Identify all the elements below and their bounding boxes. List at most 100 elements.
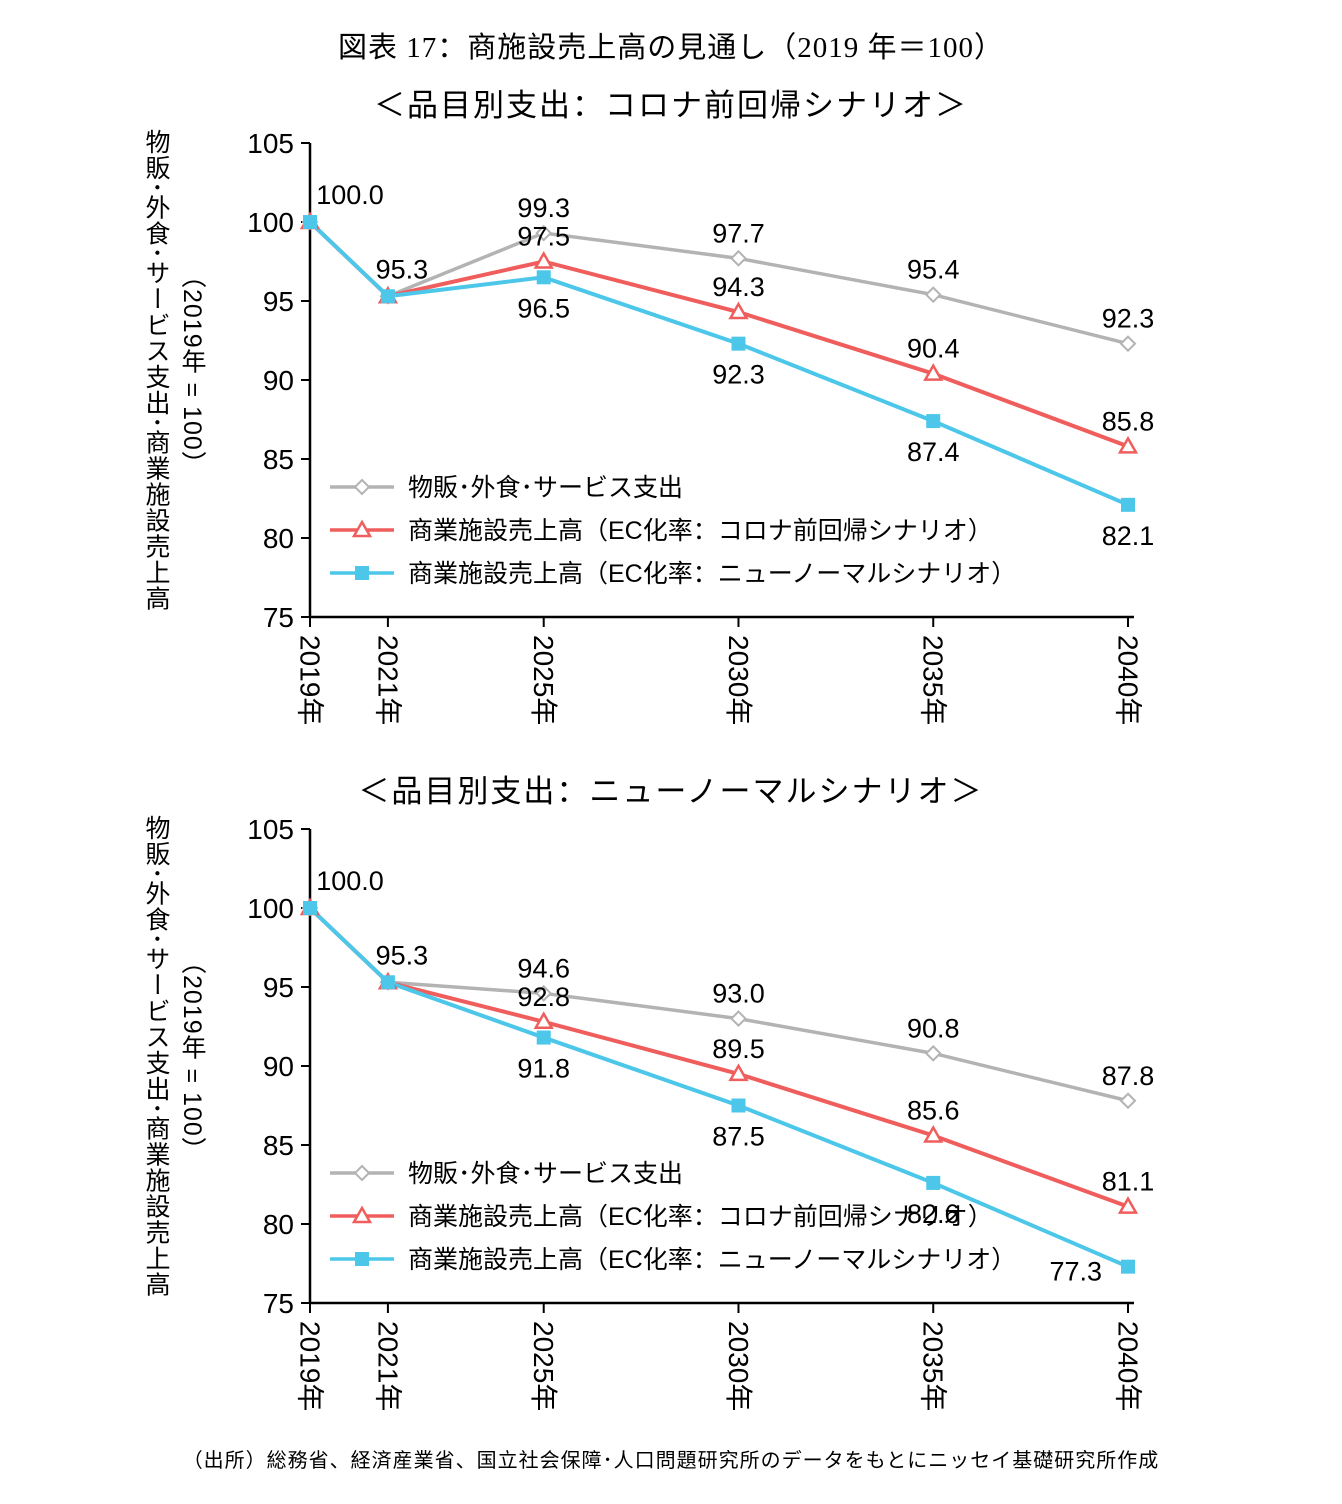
data-label: 94.6 (517, 953, 570, 983)
data-label: 82.1 (1102, 521, 1155, 551)
data-label: 92.3 (712, 360, 765, 390)
chart-2-canvas: 物販･外食･サービス支出･商業施設売上高 （2019年 = 100） 75 80 8… (0, 811, 1342, 1426)
y-tick-label: 105 (247, 128, 294, 159)
data-label: 96.5 (517, 293, 570, 323)
data-label: 82.6 (907, 1199, 960, 1229)
square-marker-icon (380, 975, 395, 990)
square-marker-icon (731, 336, 746, 351)
data-label: 89.5 (712, 1034, 765, 1064)
legend-label: 物販･外食･サービス支出 (408, 474, 683, 502)
triangle-marker-icon (1117, 435, 1139, 454)
diamond-marker-icon (1119, 335, 1137, 353)
data-label: 95.4 (907, 255, 960, 285)
chart-1-canvas: 物販･外食･サービス支出･商業施設売上高 （2019年 = 100） 75 80 8… (0, 125, 1342, 740)
data-label: 94.3 (712, 272, 765, 302)
diamond-marker-icon (924, 286, 942, 304)
data-label: 90.8 (907, 1013, 960, 1043)
figure-page: 図表 17：商施設売上高の見通し（2019 年＝100） ＜品目別支出：コロナ前… (0, 32, 1342, 1472)
source-note: （出所）総務省、経済産業省、国立社会保障･人口問題研究所のデータをもとにニッセイ… (182, 1450, 1160, 1472)
x-tick-label: 2035年 (918, 635, 949, 725)
data-label: 87.8 (1102, 1061, 1155, 1091)
chart-2-y-axis-title: 物販･外食･サービス支出･商業施設売上高 （2019年 = 100） (138, 813, 210, 1299)
diamond-marker-icon (535, 224, 553, 242)
data-label: 81.1 (1102, 1167, 1155, 1197)
square-marker-icon (380, 289, 395, 304)
y-tick-label: 85 (263, 1130, 294, 1161)
data-label: 87.4 (907, 437, 960, 467)
data-label: 100.0 (316, 866, 384, 896)
y-axis-title-main: 物販･外食･サービス支出･商業施設売上高 (142, 128, 170, 612)
diamond-marker-icon (353, 1164, 371, 1182)
figure-title: 図表 17：商施設売上高の見通し（2019 年＝100） (337, 32, 1004, 64)
y-tick-label: 75 (263, 602, 294, 633)
triangle-marker-icon (728, 1063, 749, 1082)
square-marker-icon (926, 1175, 941, 1190)
diamond-marker-icon (924, 1044, 942, 1062)
diamond-marker-icon (535, 984, 553, 1002)
square-marker-icon (536, 270, 551, 285)
data-label: 85.6 (907, 1096, 960, 1126)
y-tick-label: 95 (263, 286, 294, 317)
x-tick-label: 2025年 (528, 1321, 559, 1411)
chart-2-subtitle: ＜品目別支出：ニューノーマルシナリオ＞ (358, 774, 984, 809)
chart-newnormal-scenario: ＜品目別支出：ニューノーマルシナリオ＞ 物販･外食･サービス支出･商業施設売上高… (0, 766, 1342, 1426)
square-marker-icon (926, 414, 941, 429)
x-tick-label: 2021年 (372, 635, 403, 725)
y-axis-title-main: 物販･外食･サービス支出･商業施設売上高 (142, 814, 170, 1298)
square-marker-icon (355, 566, 369, 580)
y-tick-label: 100 (247, 207, 294, 238)
x-tick-label: 2021年 (372, 1321, 403, 1411)
triangle-marker-icon (923, 363, 944, 381)
legend-label: 商業施設売上高（EC化率：コロナ前回帰シナリオ） (408, 1203, 993, 1231)
square-marker-icon (1121, 497, 1135, 512)
chart-1-subtitle: ＜品目別支出：コロナ前回帰シナリオ＞ (374, 88, 968, 123)
data-label: 95.3 (376, 940, 429, 970)
y-tick-label: 75 (263, 1288, 294, 1319)
series-line-2 (308, 906, 1129, 1269)
data-label: 92.3 (1102, 304, 1155, 334)
series-line-2 (308, 220, 1129, 507)
x-tick-label: 2030年 (723, 1321, 754, 1411)
y-tick-label: 80 (263, 523, 294, 554)
data-label: 97.7 (712, 218, 765, 248)
chart-svg: 75 80 85 90 95 100 105 2019年 2021年 2025年 2030年 2035… (247, 814, 1155, 1411)
chart-svg: 75 80 85 90 95 100 105 2019年 2021年 2025年 2030年 2035… (247, 128, 1155, 725)
x-tick-label: 2019年 (295, 635, 326, 725)
data-label: 92.8 (517, 982, 570, 1012)
y-tick-label: 85 (263, 444, 294, 475)
chart-2-plot: 75 80 85 90 95 100 105 2019年 2021年 2025年 2030年 2035… (0, 811, 1342, 1431)
diamond-marker-icon (730, 1010, 747, 1028)
square-marker-icon (355, 1252, 369, 1266)
diamond-marker-icon (353, 478, 371, 496)
chart-1-plot: 75 80 85 90 95 100 105 2019年 2021年 2025年 2030年 2035… (0, 125, 1342, 745)
data-label: 100.0 (316, 180, 384, 210)
triangle-marker-icon (728, 301, 749, 320)
data-label: 93.0 (712, 979, 765, 1009)
triangle-marker-icon (1117, 1196, 1139, 1214)
y-tick-label: 95 (263, 972, 294, 1003)
y-tick-label: 90 (263, 365, 294, 396)
data-label: 87.5 (712, 1122, 765, 1152)
y-axis-title-sub: （2019年 = 100） (178, 263, 206, 477)
x-tick-label: 2040年 (1113, 635, 1144, 725)
legend-label: 物販･外食･サービス支出 (408, 1160, 683, 1188)
data-label: 85.8 (1102, 406, 1155, 436)
chart-1-y-axis-title: 物販･外食･サービス支出･商業施設売上高 （2019年 = 100） (138, 127, 210, 613)
data-label: 97.5 (517, 222, 570, 252)
legend-label: 商業施設売上高（EC化率：ニューノーマルシナリオ） (408, 1246, 1016, 1274)
diamond-marker-icon (1119, 1092, 1137, 1110)
y-tick-label: 90 (263, 1051, 294, 1082)
triangle-marker-icon (351, 519, 373, 538)
data-label: 90.4 (907, 334, 960, 364)
x-tick-label: 2035年 (918, 1321, 949, 1411)
data-label: 95.3 (376, 254, 429, 284)
x-tick-label: 2019年 (295, 1321, 326, 1411)
diamond-marker-icon (730, 249, 747, 267)
legend-label: 商業施設売上高（EC化率：コロナ前回帰シナリオ） (408, 517, 993, 545)
y-tick-label: 100 (247, 893, 294, 924)
legend-label: 商業施設売上高（EC化率：ニューノーマルシナリオ） (408, 560, 1016, 588)
data-label: 91.8 (517, 1054, 570, 1084)
chart-precovid-scenario: ＜品目別支出：コロナ前回帰シナリオ＞ 物販･外食･サービス支出･商業施設売上高 … (0, 80, 1342, 740)
y-axis-title-sub: （2019年 = 100） (178, 949, 206, 1163)
square-marker-icon (731, 1098, 746, 1113)
